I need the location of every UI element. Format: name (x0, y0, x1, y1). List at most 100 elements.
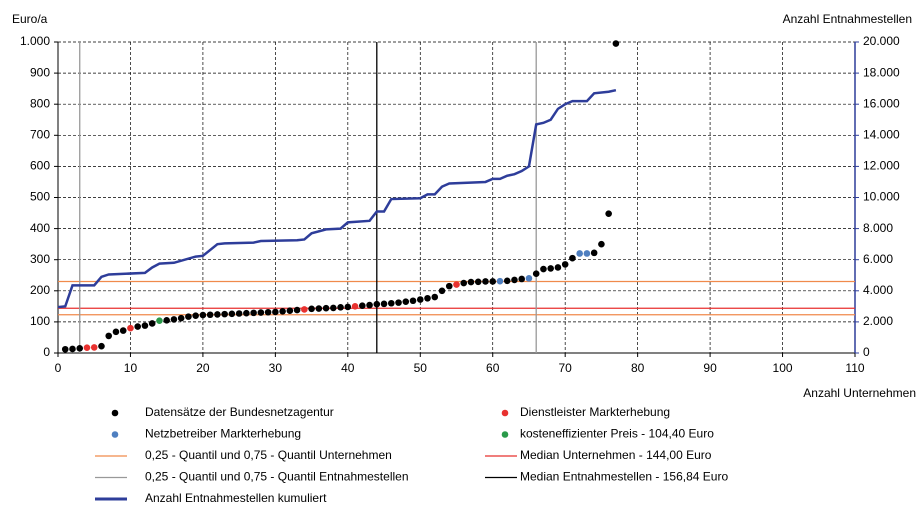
point (134, 323, 141, 330)
point (503, 277, 511, 285)
y-tick-label: 0 (43, 345, 50, 359)
y2-tick-label: 0 (863, 345, 870, 359)
y2-tick-label: 2.000 (863, 314, 893, 328)
y-tick-label: 100 (30, 314, 50, 328)
point (540, 265, 547, 273)
point (554, 264, 562, 271)
point (424, 294, 431, 302)
point (286, 307, 294, 315)
point (402, 298, 410, 305)
legend-label: Anzahl Entnahmestellen kumuliert (145, 491, 327, 505)
point (156, 317, 163, 324)
legend-marker (501, 409, 509, 417)
legend-label: Median Entnahmestellen - 156,84 Euro (520, 470, 728, 484)
point (467, 278, 475, 286)
point (221, 310, 228, 318)
y-tick-label: 800 (30, 96, 50, 110)
y2-tick-label: 12.000 (863, 159, 900, 173)
x-tick-label: 0 (55, 361, 62, 375)
legend-label: Median Unternehmen - 144,00 Euro (520, 448, 712, 462)
point (214, 311, 221, 318)
point (279, 308, 286, 315)
point (170, 316, 178, 323)
point (474, 278, 482, 286)
x-tick-label: 60 (486, 361, 500, 375)
y2-axis-label: Anzahl Entnahmestellen (783, 12, 912, 26)
point (112, 328, 120, 336)
point (561, 261, 569, 268)
x-tick-label: 10 (124, 361, 138, 375)
y2-tick-label: 20.000 (863, 34, 900, 48)
point (409, 297, 417, 305)
point (243, 309, 250, 317)
point (293, 306, 301, 314)
x-tick-label: 80 (631, 361, 645, 375)
point (257, 309, 265, 316)
point (185, 313, 192, 320)
point (337, 303, 344, 311)
point (98, 342, 105, 350)
point (576, 250, 583, 257)
point (315, 305, 323, 312)
point (489, 278, 497, 285)
point (76, 345, 84, 352)
point (547, 265, 554, 272)
y-tick-label: 700 (30, 127, 50, 141)
x-axis-label: Anzahl Unternehmen (803, 386, 916, 400)
x-tick-label: 90 (703, 361, 717, 375)
x-tick-label: 70 (559, 361, 573, 375)
point (83, 344, 91, 352)
y-tick-label: 900 (30, 65, 50, 79)
legend-marker (501, 431, 509, 438)
point (373, 300, 381, 308)
y2-tick-label: 14.000 (863, 127, 900, 141)
x-tick-label: 100 (773, 361, 793, 375)
point (431, 293, 439, 301)
line (57, 88, 617, 309)
legend-marker (111, 431, 119, 438)
point (141, 322, 149, 329)
legend-label: Dienstleister Markterhebung (520, 405, 670, 419)
point (69, 345, 76, 353)
x-tick-label: 50 (414, 361, 428, 375)
y2-tick-label: 6.000 (863, 252, 893, 266)
point (127, 324, 134, 332)
point (387, 299, 395, 307)
point (199, 311, 207, 319)
point (351, 303, 359, 310)
point (61, 345, 69, 353)
legend-label: 0,25 - Quantil und 0,75 - Quantil Entnah… (145, 470, 409, 484)
point (416, 296, 424, 303)
y-tick-label: 1.000 (20, 34, 50, 48)
legend-label: 0,25 - Quantil und 0,75 - Quantil Untern… (145, 448, 392, 462)
x-tick-label: 40 (341, 361, 355, 375)
point (192, 312, 199, 319)
y2-tick-label: 18.000 (863, 65, 900, 79)
point (344, 303, 352, 311)
point (511, 276, 518, 284)
point (250, 309, 257, 317)
legend-label: Netzbetreiber Markterhebung (145, 427, 301, 441)
point (359, 302, 366, 310)
point (445, 282, 453, 290)
point (90, 344, 98, 351)
point (532, 270, 540, 277)
y2-tick-label: 10.000 (863, 190, 900, 204)
y-tick-label: 400 (30, 221, 50, 235)
point (605, 210, 612, 217)
legend-marker (111, 409, 119, 417)
point (590, 249, 598, 257)
y2-tick-label: 4.000 (863, 283, 893, 297)
point (380, 300, 388, 308)
point (228, 310, 236, 318)
point (525, 275, 533, 282)
point (308, 305, 315, 313)
x-tick-label: 30 (269, 361, 283, 375)
point (438, 287, 446, 295)
point (460, 279, 468, 287)
point (330, 304, 337, 312)
point (322, 304, 330, 312)
point (206, 311, 214, 319)
x-tick-label: 20 (196, 361, 210, 375)
